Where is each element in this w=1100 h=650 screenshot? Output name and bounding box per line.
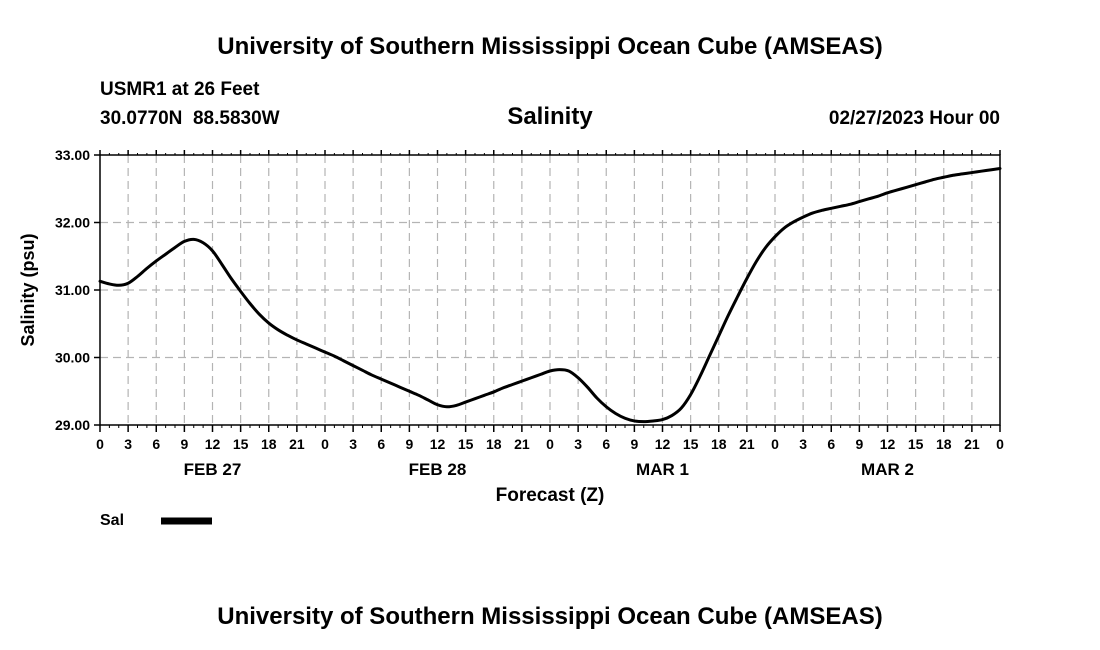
x-tick-label: 15 — [683, 436, 699, 452]
x-tick-label: 0 — [546, 436, 554, 452]
x-tick-label: 6 — [602, 436, 610, 452]
x-tick-label: 18 — [486, 436, 502, 452]
x-tick-label: 21 — [964, 436, 980, 452]
x-tick-label: 15 — [233, 436, 249, 452]
x-tick-label: 18 — [936, 436, 952, 452]
x-tick-label: 6 — [377, 436, 385, 452]
x-tick-label: 12 — [430, 436, 446, 452]
grid-lines — [100, 155, 1000, 425]
axis-ticks — [94, 150, 1001, 432]
x-tick-label: 9 — [630, 436, 638, 452]
x-tick-labels: 0 3 6 9 12 15 18 21 0 3 6 9 12 15 18 21 0 3 6 9 12 15 18 21 0 3 6 9… — [96, 436, 1004, 452]
x-tick-label: 21 — [289, 436, 305, 452]
forecast-date: 02/27/2023 Hour 00 — [829, 108, 1000, 129]
day-label: MAR 1 — [636, 460, 689, 479]
y-axis-label: Salinity (psu) — [18, 233, 38, 346]
x-tick-label: 0 — [996, 436, 1004, 452]
x-tick-label: 3 — [124, 436, 132, 452]
series-line-sal — [98, 167, 1002, 424]
footer-title: University of Southern Mississippi Ocean… — [217, 603, 882, 630]
y-tick-label: 31.00 — [55, 282, 90, 298]
y-tick-label: 29.00 — [55, 417, 90, 433]
x-tick-label: 9 — [180, 436, 188, 452]
x-tick-label: 21 — [514, 436, 530, 452]
x-tick-label: 0 — [771, 436, 779, 452]
day-label: MAR 2 — [861, 460, 914, 479]
day-labels: FEB 27 FEB 28 MAR 1 MAR 2 — [184, 460, 914, 479]
main-title: University of Southern Mississippi Ocean… — [217, 33, 882, 60]
x-tick-label: 21 — [739, 436, 755, 452]
x-tick-label: 9 — [405, 436, 413, 452]
legend-label: Sal — [100, 512, 124, 529]
y-tick-label: 30.00 — [55, 350, 90, 366]
station-label: USMR1 at 26 Feet — [100, 79, 260, 100]
x-tick-label: 0 — [321, 436, 329, 452]
x-tick-label: 12 — [655, 436, 671, 452]
x-tick-label: 6 — [827, 436, 835, 452]
chart-title: Salinity — [507, 103, 593, 130]
x-axis-label: Forecast (Z) — [496, 485, 605, 506]
day-label: FEB 28 — [409, 460, 467, 479]
y-tick-label: 32.00 — [55, 215, 90, 231]
coordinates-label: 30.0770N 88.5830W — [100, 108, 280, 129]
x-tick-label: 15 — [458, 436, 474, 452]
day-label: FEB 27 — [184, 460, 242, 479]
x-tick-label: 18 — [261, 436, 277, 452]
x-tick-label: 3 — [799, 436, 807, 452]
y-tick-label: 33.00 — [55, 147, 90, 163]
x-tick-label: 9 — [855, 436, 863, 452]
x-tick-label: 0 — [96, 436, 104, 452]
x-tick-label: 18 — [711, 436, 727, 452]
x-tick-label: 6 — [152, 436, 160, 452]
x-tick-label: 3 — [574, 436, 582, 452]
y-tick-labels: 29.00 30.00 31.00 32.00 33.00 — [55, 147, 90, 433]
x-tick-label: 15 — [908, 436, 924, 452]
x-tick-label: 3 — [349, 436, 357, 452]
x-tick-label: 12 — [880, 436, 896, 452]
x-tick-label: 12 — [205, 436, 221, 452]
